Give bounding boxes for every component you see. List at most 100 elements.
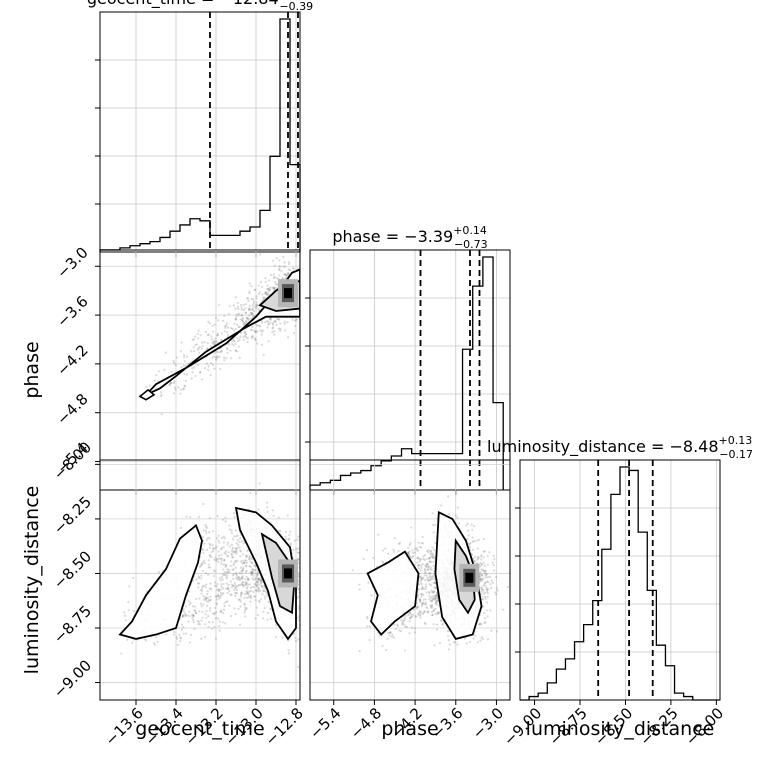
sample-point — [234, 349, 237, 352]
sample-point — [428, 571, 431, 574]
sample-point — [202, 598, 205, 601]
sample-point — [238, 540, 241, 543]
title-prefix-geocent_time: geocent_time = — [87, 0, 220, 9]
sample-point — [311, 305, 313, 307]
sample-point — [246, 297, 249, 300]
sample-point — [479, 573, 482, 576]
sample-point — [302, 309, 304, 311]
sample-point — [223, 537, 226, 540]
sample-point — [278, 265, 281, 268]
sample-point — [234, 566, 238, 569]
sample-point — [416, 556, 419, 559]
sample-point — [216, 515, 219, 518]
sample-point — [480, 563, 484, 566]
sample-point — [310, 266, 312, 268]
sample-point — [201, 561, 204, 564]
sample-point — [216, 588, 219, 591]
sample-point — [180, 341, 183, 344]
sample-point — [205, 599, 208, 602]
density-core-peak-0 — [284, 288, 292, 299]
sample-point — [295, 318, 298, 321]
sample-point — [422, 557, 425, 560]
sample-point — [254, 582, 257, 585]
sample-point — [247, 578, 251, 581]
sample-point — [213, 612, 216, 615]
sample-point — [476, 547, 479, 550]
sample-point — [316, 304, 318, 306]
sample-point — [296, 538, 299, 541]
sample-point — [419, 558, 422, 561]
x-tick-label-phase-1: −4.8 — [347, 704, 385, 742]
sample-point — [429, 577, 432, 580]
sample-point — [188, 603, 191, 606]
sample-point — [182, 626, 185, 629]
sample-point — [231, 327, 234, 330]
sample-point — [242, 566, 245, 569]
sample-point — [224, 600, 228, 603]
sample-point — [420, 593, 424, 596]
sample-point — [238, 356, 241, 359]
sample-point — [238, 571, 241, 574]
sample-point — [419, 569, 422, 572]
sample-point — [245, 564, 248, 567]
sample-point — [124, 614, 127, 617]
sample-point — [433, 557, 436, 560]
sample-point — [214, 595, 218, 598]
sample-point — [243, 609, 247, 612]
sample-point — [169, 381, 173, 384]
sample-point — [418, 609, 421, 613]
sample-point — [219, 594, 222, 597]
sample-point — [208, 542, 211, 545]
sample-point — [366, 617, 369, 620]
sample-point — [213, 626, 216, 629]
sample-point — [229, 327, 233, 330]
sample-point — [217, 617, 220, 620]
sample-point — [198, 565, 202, 568]
sample-point — [484, 581, 487, 584]
sample-point — [310, 324, 312, 326]
sample-point — [183, 360, 186, 363]
sample-point — [245, 559, 248, 562]
sample-point — [248, 282, 251, 285]
sample-point — [288, 534, 291, 537]
sample-point — [420, 564, 423, 567]
sample-point — [244, 311, 247, 315]
sample-point — [422, 598, 425, 601]
sample-point — [297, 557, 300, 560]
sample-point — [384, 648, 388, 652]
sample-point — [252, 314, 255, 317]
sample-point — [262, 296, 265, 299]
sample-point — [224, 565, 227, 568]
sample-point — [258, 291, 261, 294]
sample-point — [427, 579, 430, 582]
sample-point — [414, 615, 417, 619]
sample-point — [274, 623, 278, 626]
sample-point — [236, 305, 239, 308]
sample-point — [447, 648, 451, 651]
sample-point — [480, 636, 483, 639]
sample-point — [267, 293, 270, 296]
sample-point — [241, 320, 244, 323]
sample-point — [423, 558, 426, 561]
sample-point — [218, 596, 222, 599]
sample-point — [191, 367, 194, 370]
sample-point — [219, 579, 222, 582]
sample-point — [230, 560, 233, 563]
sample-point — [272, 287, 275, 290]
sample-point — [243, 596, 246, 600]
scatter-panel-geocent_time-phase — [95, 249, 318, 495]
sample-point — [491, 561, 494, 564]
sample-point — [408, 543, 411, 547]
sample-point — [409, 542, 412, 545]
sample-point — [370, 594, 373, 597]
sample-point — [432, 609, 435, 613]
title-minus-geocent_time: −0.39 — [279, 0, 313, 13]
sample-point — [199, 371, 202, 374]
sample-point — [492, 564, 495, 567]
sample-point — [425, 550, 429, 553]
sample-point — [301, 309, 303, 311]
sample-point — [170, 382, 173, 385]
sample-point — [259, 281, 262, 284]
sample-point — [295, 318, 298, 321]
sample-point — [218, 589, 221, 592]
